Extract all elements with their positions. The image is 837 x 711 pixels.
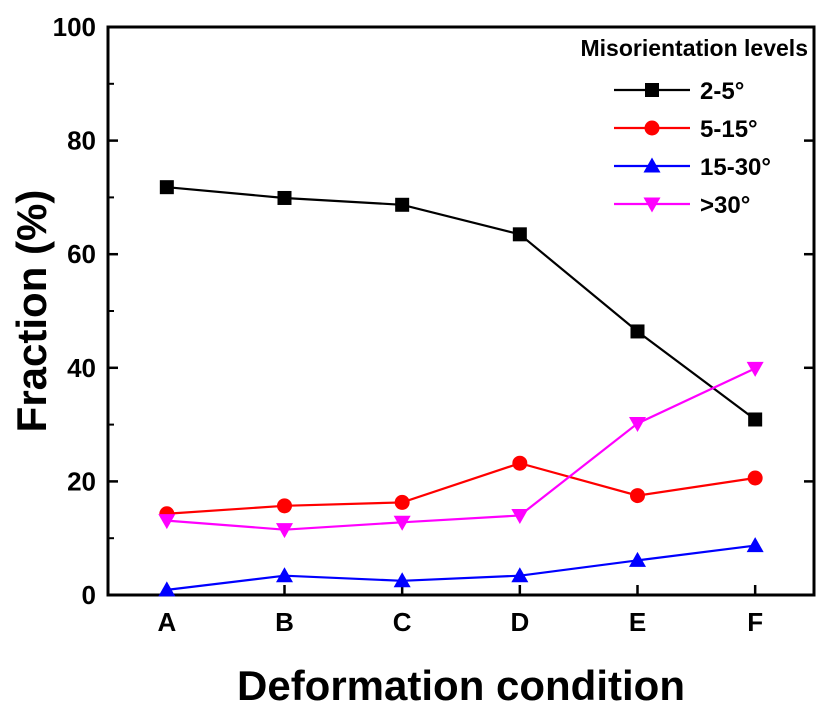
series-line	[166, 186, 756, 421]
legend-label: 15-30°	[700, 154, 771, 181]
y-tick-label: 100	[53, 12, 96, 42]
data-point	[630, 324, 645, 339]
legend-marker	[644, 120, 660, 136]
series-2	[159, 455, 763, 522]
x-tick-label: A	[157, 607, 176, 637]
data-point	[277, 190, 292, 205]
data-point	[630, 488, 645, 504]
x-tick-label: E	[629, 607, 646, 637]
x-tick-label: D	[510, 607, 529, 637]
y-tick-label: 80	[67, 126, 96, 156]
x-tick-label: C	[393, 607, 412, 637]
series-line	[166, 544, 756, 591]
data-point	[512, 227, 527, 242]
data-point	[158, 581, 176, 597]
legend-marker	[643, 157, 661, 173]
legend-label: >30°	[700, 192, 750, 219]
data-point	[748, 412, 763, 427]
axis-ticks	[108, 25, 814, 597]
y-tick-label: 60	[67, 239, 96, 269]
series-layer	[158, 180, 764, 597]
data-point	[511, 567, 529, 583]
plot-area	[106, 25, 816, 597]
legend-label: 5-15°	[700, 116, 758, 143]
legend-item: >30°	[614, 192, 750, 219]
data-point	[393, 515, 411, 531]
data-point	[158, 514, 176, 530]
legend-item: 15-30°	[614, 154, 771, 181]
data-point	[393, 572, 411, 588]
data-point	[746, 537, 764, 553]
series-1	[159, 180, 763, 427]
y-tick-label: 0	[82, 580, 96, 610]
y-tick-label: 40	[67, 353, 96, 383]
data-point	[747, 470, 763, 486]
data-point	[746, 361, 764, 377]
x-tick-label: F	[747, 607, 763, 637]
data-point	[512, 455, 528, 471]
x-tick-label: B	[275, 607, 294, 637]
legend-marker	[643, 197, 661, 213]
data-point	[276, 523, 293, 539]
legend: Misorientation levels 2-5° 5-15° 15-30° >30…	[580, 35, 808, 219]
data-point	[159, 180, 174, 195]
series-3	[158, 537, 764, 597]
series-line	[166, 462, 756, 515]
legend-item: 2-5°	[614, 78, 744, 105]
legend-title: Misorientation levels	[580, 35, 808, 61]
legend-label: 2-5°	[700, 78, 744, 105]
y-tick-label: 20	[67, 466, 96, 496]
data-point	[395, 197, 410, 212]
data-point	[276, 567, 293, 583]
legend-item: 5-15°	[614, 116, 758, 143]
legend-items: 2-5° 5-15° 15-30° >30°	[614, 78, 771, 219]
data-point	[629, 551, 646, 567]
y-axis-title: Fraction (%)	[8, 190, 55, 433]
series-4	[158, 361, 764, 539]
data-point	[394, 494, 410, 510]
tick-labels: 0 20 40 60 80 100 A B C D E F	[53, 12, 764, 637]
series-line	[166, 367, 756, 531]
x-axis-title: Deformation condition	[237, 662, 685, 709]
legend-marker	[645, 83, 659, 97]
data-point	[277, 498, 292, 514]
data-point	[629, 416, 646, 432]
data-point	[511, 508, 529, 524]
